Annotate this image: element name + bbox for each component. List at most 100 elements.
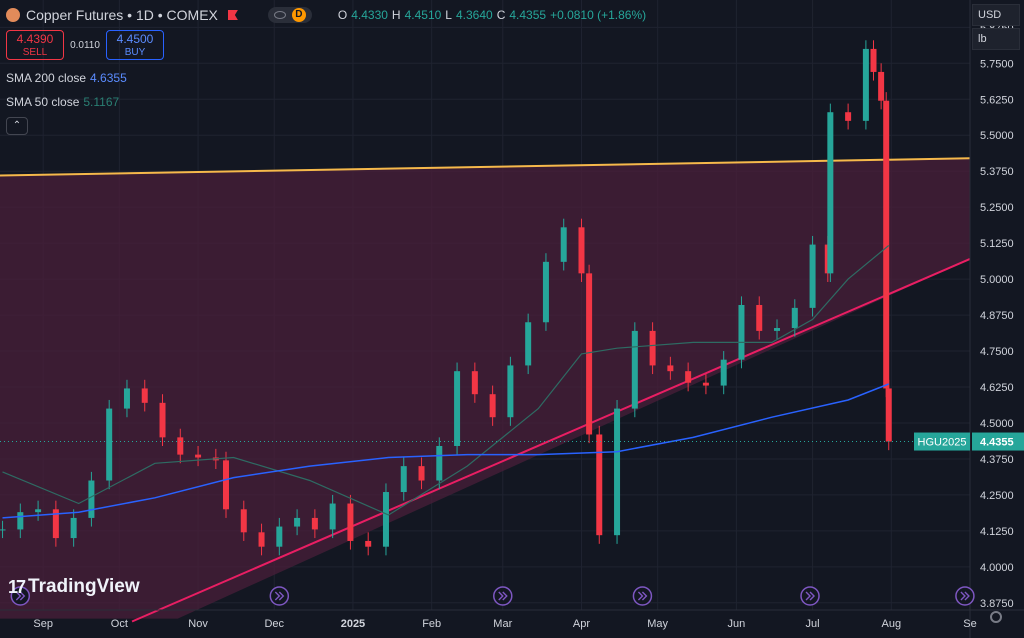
sell-price: 4.4390 [16,32,54,46]
currency-selector[interactable]: USD [972,4,1020,26]
candle-body [586,273,593,435]
interval-badge: D [291,8,306,22]
candle-body [294,517,301,527]
event-arrow-icon [498,591,508,601]
candle-body [88,480,95,518]
settings-icon[interactable] [990,611,1002,623]
x-tick-label: Jul [806,618,820,630]
candle-body [70,517,77,539]
y-tick-label: 5.6250 [980,94,1014,106]
candle-body [52,509,59,539]
candle-body [418,466,425,481]
sma200-line [2,383,889,519]
trade-panel: 4.4390 SELL 0.0110 4.4500 BUY [6,30,164,60]
candle-body [436,445,443,481]
support-trendline[interactable] [131,258,971,623]
sma50-label: SMA 50 close [6,95,80,109]
change-value: +0.0810 (+1.86%) [550,8,647,22]
x-tick-label: Oct [111,618,128,630]
sell-button[interactable]: 4.4390 SELL [6,30,64,60]
candle-body [720,359,727,386]
x-tick-label: Se [963,618,976,630]
candle-body [276,526,283,547]
candle-body [222,460,229,510]
resistance-trendline[interactable] [0,157,971,177]
last-price-tag [972,432,1024,451]
flag-icon[interactable] [227,10,238,20]
event-arrow-icon [15,591,26,601]
candle-body [159,402,166,438]
candle-body [454,371,461,446]
candle-body [311,517,318,530]
candle-body [542,261,549,323]
event-arrow-icon [960,591,970,601]
candle-body [240,509,247,533]
candle-body [883,100,890,389]
sma200-legend[interactable]: SMA 200 close 4.6355 [6,71,127,85]
open-value: 4.4330 [351,8,388,22]
candle-body [347,503,354,541]
candle-body [614,408,621,536]
candle-body [329,503,336,530]
event-arrow-icon [274,591,285,601]
low-label: L [445,8,452,22]
candle-body [382,492,389,547]
sma200-label: SMA 200 close [6,71,87,85]
y-tick-label: 5.3750 [980,166,1014,178]
candle-body [756,305,763,331]
x-tick-label: 2025 [341,618,365,630]
candle-body [862,48,869,121]
candle-body [258,532,265,547]
symbol-title[interactable]: Copper Futures • 1D • COMEX [26,7,218,23]
candle-body [649,330,656,366]
y-tick-label: 4.1250 [980,526,1014,538]
x-tick-label: Sep [33,618,53,630]
last-price-label: 4.4355 [980,437,1014,449]
candle-body [774,328,781,331]
candle-body [809,244,816,308]
candle-body [791,307,798,329]
eye-icon [273,11,286,19]
x-tick-label: Aug [881,618,901,630]
sell-label: SELL [22,47,48,58]
market-status-pill[interactable]: D [267,7,312,23]
candle-body [845,112,852,121]
y-tick-label: 4.6250 [980,382,1014,394]
candle-body [870,48,877,72]
candle-body [35,509,42,513]
sma50-legend[interactable]: SMA 50 close 5.1167 [6,95,119,109]
candle-body [365,540,372,547]
candle-body [738,305,745,360]
high-label: H [391,8,401,22]
collapse-legend-button[interactable]: ⌃ [6,117,28,135]
candle-body [17,512,24,530]
candle-body [123,388,130,409]
candle-body [400,466,407,493]
tradingview-logo[interactable]: 17 TradingView [8,576,140,598]
close-label: C [496,8,506,22]
buy-button[interactable]: 4.4500 BUY [106,30,164,60]
candle-body [827,112,834,274]
close-value: 4.4355 [509,8,547,22]
candle-body [560,227,567,262]
y-tick-label: 4.8750 [980,310,1014,322]
x-tick-label: Nov [188,618,208,630]
candle-body [0,529,6,531]
y-tick-label: 5.5000 [980,130,1014,142]
y-tick-label: 3.8750 [980,598,1014,610]
x-tick-label: Mar [493,618,512,630]
unit-selector[interactable]: lb [972,28,1020,50]
symbol-tag-label: HGU2025 [918,437,967,449]
event-arrow-icon [637,591,648,601]
high-value: 4.4510 [404,8,442,22]
y-tick-label: 4.2500 [980,490,1014,502]
channel-zone [0,158,970,619]
y-tick-label: 4.7500 [980,346,1014,358]
open-label: O [337,8,348,22]
x-tick-label: Feb [422,618,441,630]
x-tick-label: Jun [728,618,746,630]
tradingview-logo-icon: 17 [8,576,26,597]
sma50-value: 5.1167 [83,95,120,109]
